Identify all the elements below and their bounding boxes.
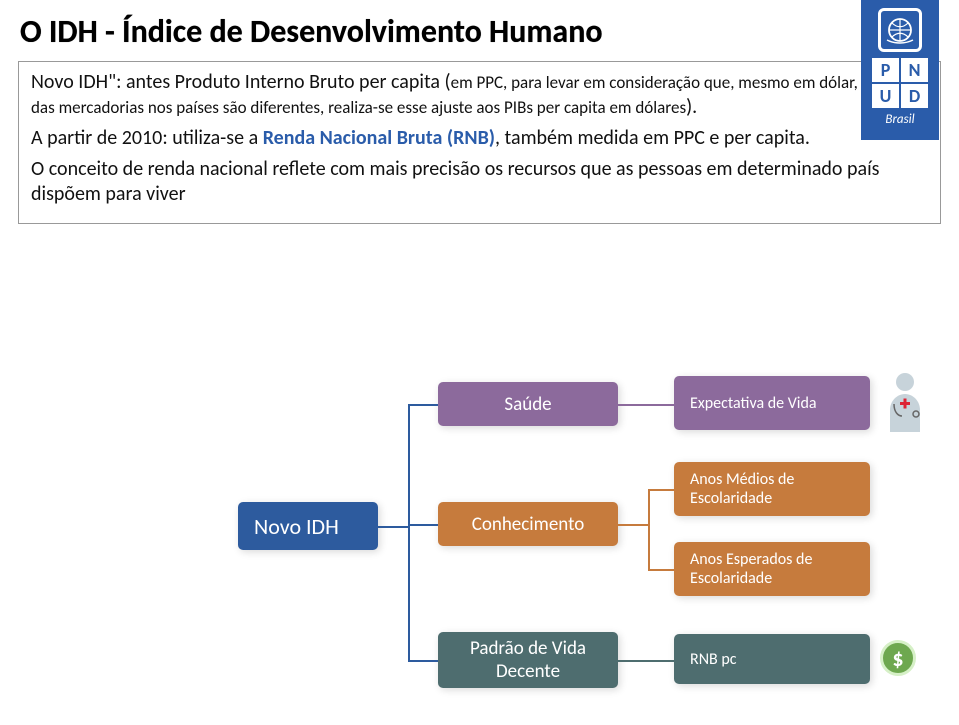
paragraph-3: O conceito de renda nacional reflete com…: [31, 157, 928, 207]
idh-diagram: Novo IDH Saúde Conhecimento Padrão de Vi…: [238, 352, 938, 712]
p1-text: Novo IDH": antes Produto Interno Bruto p…: [31, 70, 451, 94]
node-conhecimento: Conhecimento: [438, 502, 618, 546]
dollar-icon: $: [880, 640, 916, 676]
node-label: Conhecimento: [472, 513, 585, 536]
node-label: Expectativa de Vida: [690, 394, 817, 413]
node-saude: Saúde: [438, 382, 618, 426]
p2a: A partir de 2010: utiliza-se a: [31, 126, 263, 150]
pnud-logo: P N U D Brasil: [861, 0, 939, 140]
pnud-letter: D: [901, 84, 928, 108]
node-label: Saúde: [504, 393, 551, 416]
p1-close: ).: [686, 95, 697, 119]
doctor-icon: [880, 370, 930, 444]
pnud-country: Brasil: [885, 112, 914, 127]
pnud-letter: N: [901, 58, 928, 82]
pnud-letter: U: [872, 84, 899, 108]
p2b: , também medida em PPC e per capita.: [495, 126, 810, 150]
paragraph-2: A partir de 2010: utiliza-se a Renda Nac…: [31, 126, 928, 151]
pnud-letters: P N U D: [872, 58, 928, 108]
node-novo-idh: Novo IDH: [238, 502, 378, 550]
node-anos-medios: Anos Médios de Escolaridade: [674, 462, 870, 516]
node-label: Novo IDH: [254, 513, 339, 540]
un-emblem-icon: [878, 8, 922, 52]
node-label: Anos Médios de Escolaridade: [690, 470, 854, 508]
paragraph-1: Novo IDH": antes Produto Interno Bruto p…: [31, 70, 928, 120]
node-label: Padrão de Vida Decente: [454, 637, 602, 683]
p2-rnb: Renda Nacional Bruta (RNB): [263, 126, 495, 150]
node-anos-esperados: Anos Esperados de Escolaridade: [674, 542, 870, 596]
node-rnb-pc: RNB pc: [674, 634, 870, 684]
content-box: Novo IDH": antes Produto Interno Bruto p…: [18, 61, 941, 224]
node-label: Anos Esperados de Escolaridade: [690, 550, 854, 588]
node-padrao-vida: Padrão de Vida Decente: [438, 632, 618, 688]
page-title: O IDH - Índice de Desenvolvimento Humano: [0, 0, 959, 61]
node-expectativa-vida: Expectativa de Vida: [674, 376, 870, 430]
pnud-letter: P: [872, 58, 899, 82]
node-label: RNB pc: [690, 650, 737, 669]
